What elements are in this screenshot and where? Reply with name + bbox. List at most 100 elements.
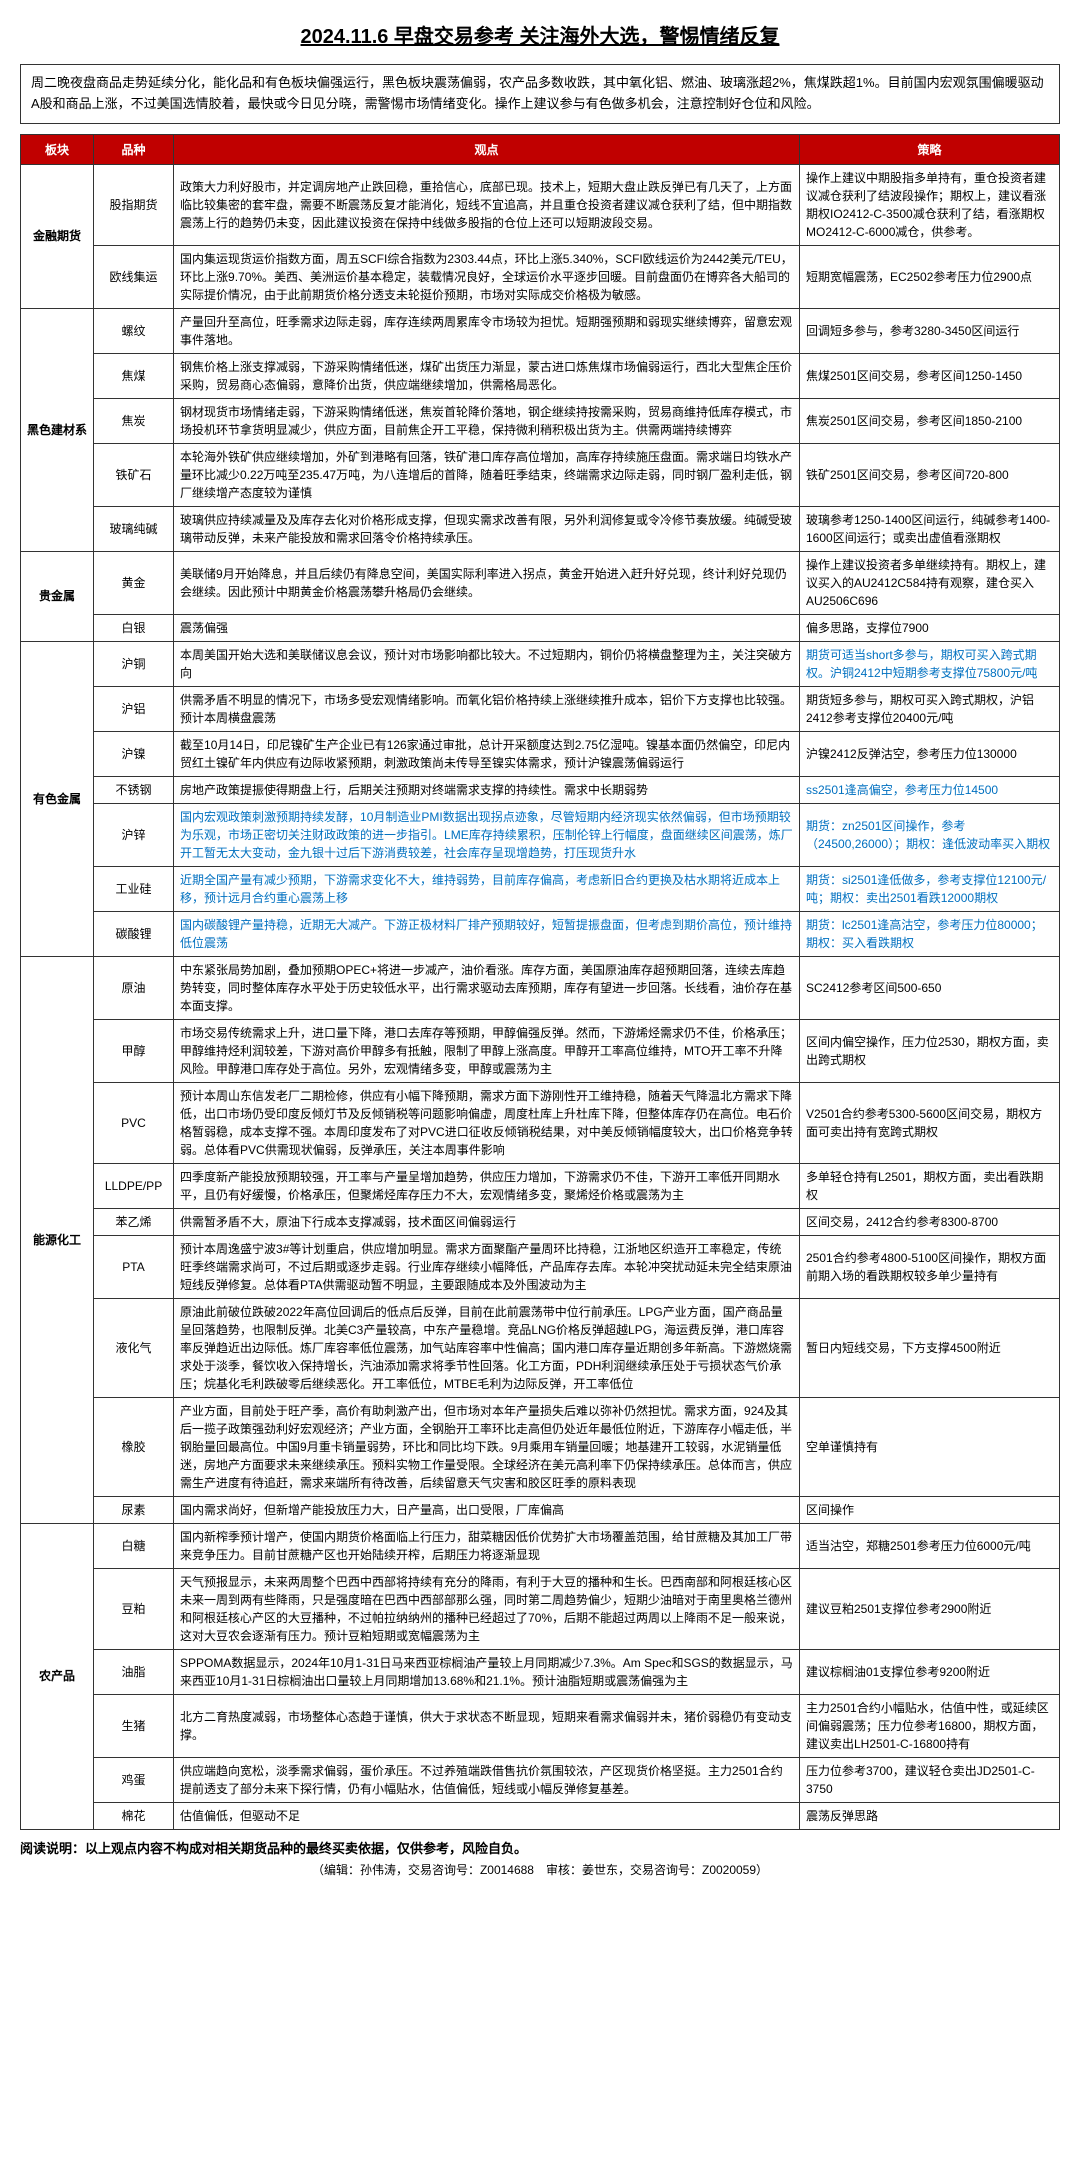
strategy-cell: ss2501逢高偏空，参考压力位14500 xyxy=(800,776,1060,803)
strategy-cell: 压力位参考3700，建议轻仓卖出JD2501-C-3750 xyxy=(800,1757,1060,1802)
strategy-cell: 震荡反弹思路 xyxy=(800,1802,1060,1829)
variety-cell: 豆粕 xyxy=(94,1568,174,1649)
variety-cell: 铁矿石 xyxy=(94,443,174,506)
strategy-cell: 焦煤2501区间交易，参考区间1250-1450 xyxy=(800,353,1060,398)
strategy-cell: 偏多思路，支撑位7900 xyxy=(800,614,1060,641)
strategy-cell: 沪镍2412反弹沽空，参考压力位130000 xyxy=(800,731,1060,776)
view-cell: 国内需求尚好，但新增产能投放压力大，日产量高，出口受限，厂库偏高 xyxy=(174,1496,800,1523)
variety-cell: 尿素 xyxy=(94,1496,174,1523)
variety-cell: 原油 xyxy=(94,956,174,1019)
strategy-cell: 铁矿2501区间交易，参考区间720-800 xyxy=(800,443,1060,506)
strategy-cell: 期货：si2501逢低做多，参考支撑位12100元/吨；期权：卖出2501看跌1… xyxy=(800,866,1060,911)
strategy-cell: 区间交易，2412合约参考8300-8700 xyxy=(800,1208,1060,1235)
strategy-cell: 暂日内短线交易，下方支撑4500附近 xyxy=(800,1298,1060,1397)
strategy-cell: V2501合约参考5300-5600区间交易，期权方面可卖出持有宽跨式期权 xyxy=(800,1082,1060,1163)
view-cell: 本周美国开始大选和美联储议息会议，预计对市场影响都比较大。不过短期内，铜价仍将横… xyxy=(174,641,800,686)
variety-cell: 工业硅 xyxy=(94,866,174,911)
variety-cell: 油脂 xyxy=(94,1649,174,1694)
view-cell: 政策大力利好股市，并定调房地产止跌回稳，重拾信心，底部已现。技术上，短期大盘止跌… xyxy=(174,164,800,245)
view-cell: 供需暂矛盾不大，原油下行成本支撑减弱，技术面区间偏弱运行 xyxy=(174,1208,800,1235)
variety-cell: 苯乙烯 xyxy=(94,1208,174,1235)
view-cell: 房地产政策提振使得期盘上行，后期关注预期对终端需求支撑的持续性。需求中长期弱势 xyxy=(174,776,800,803)
variety-cell: 甲醇 xyxy=(94,1019,174,1082)
variety-cell: 碳酸锂 xyxy=(94,911,174,956)
view-cell: 国内新榨季预计增产，使国内期货价格面临上行压力，甜菜糖因低价优势扩大市场覆盖范围… xyxy=(174,1523,800,1568)
page-title: 2024.11.6 早盘交易参考 关注海外大选，警惕情绪反复 xyxy=(20,20,1060,49)
category-cell: 黑色建材系 xyxy=(21,308,94,551)
variety-cell: 沪铝 xyxy=(94,686,174,731)
strategy-cell: 区间操作 xyxy=(800,1496,1060,1523)
main-table: 板块 品种 观点 策略 金融期货股指期货政策大力利好股市，并定调房地产止跌回稳，… xyxy=(20,134,1060,1830)
variety-cell: 橡胶 xyxy=(94,1397,174,1496)
view-cell: 供应端趋向宽松，淡季需求偏弱，蛋价承压。不过养殖端跌借售抗价氛围较浓，产区现货价… xyxy=(174,1757,800,1802)
view-cell: 本轮海外铁矿供应继续增加，外矿到港略有回落，铁矿港口库存高位增加，高库存持续施压… xyxy=(174,443,800,506)
variety-cell: 螺纹 xyxy=(94,308,174,353)
view-cell: 玻璃供应持续减量及及库存去化对价格形成支撑，但现实需求改善有限，另外利润修复或令… xyxy=(174,506,800,551)
strategy-cell: 期货：zn2501区间操作，参考（24500,26000）；期权：逢低波动率买入… xyxy=(800,803,1060,866)
view-cell: 钢材现货市场情绪走弱，下游采购情绪低迷，焦炭首轮降价落地，钢企继续持按需采购，贸… xyxy=(174,398,800,443)
view-cell: 北方二育热度减弱，市场整体心态趋于谨慎，供大于求状态不断显现，短期来看需求偏弱并… xyxy=(174,1694,800,1757)
strategy-cell: 建议棕榈油01支撑位参考9200附近 xyxy=(800,1649,1060,1694)
view-cell: 市场交易传统需求上升，进口量下降，港口去库存等预期，甲醇偏强反弹。然而，下游烯烃… xyxy=(174,1019,800,1082)
strategy-cell: 空单谨慎持有 xyxy=(800,1397,1060,1496)
view-cell: 产业方面，目前处于旺产季，高价有助刺激产出，但市场对本年产量损失后难以弥补仍然担… xyxy=(174,1397,800,1496)
strategy-cell: 主力2501合约小幅贴水，估值中性，或延续区间偏弱震荡；压力位参考16800，期… xyxy=(800,1694,1060,1757)
variety-cell: 白银 xyxy=(94,614,174,641)
strategy-cell: 适当沽空，郑糖2501参考压力位6000元/吨 xyxy=(800,1523,1060,1568)
variety-cell: 生猪 xyxy=(94,1694,174,1757)
view-cell: 四季度新产能投放预期较强，开工率与产量呈增加趋势，供应压力增加，下游需求仍不佳，… xyxy=(174,1163,800,1208)
view-cell: 预计本周山东信发老厂二期检修，供应有小幅下降预期，需求方面下游刚性开工维持稳，随… xyxy=(174,1082,800,1163)
strategy-cell: 多单轻仓持有L2501，期权方面，卖出看跌期权 xyxy=(800,1163,1060,1208)
intro-text: 周二晚夜盘商品走势延续分化，能化品和有色板块偏强运行，黑色板块震荡偏弱，农产品多… xyxy=(20,64,1060,124)
strategy-cell: 2501合约参考4800-5100区间操作，期权方面前期入场的看跌期权较多单少量… xyxy=(800,1235,1060,1298)
view-cell: SPPOMA数据显示，2024年10月1-31日马来西亚棕榈油产量较上月同期减少… xyxy=(174,1649,800,1694)
strategy-cell: 焦炭2501区间交易，参考区间1850-2100 xyxy=(800,398,1060,443)
header-category: 板块 xyxy=(21,134,94,164)
category-cell: 能源化工 xyxy=(21,956,94,1523)
view-cell: 国内宏观政策刺激预期持续发酵，10月制造业PMI数据出现拐点迹象，尽管短期内经济… xyxy=(174,803,800,866)
view-cell: 国内碳酸锂产量持稳，近期无大减产。下游正极材料厂排产预期较好，短暂提振盘面，但考… xyxy=(174,911,800,956)
view-cell: 钢焦价格上涨支撑减弱，下游采购情绪低迷，煤矿出货压力渐显，蒙古进口炼焦煤市场偏弱… xyxy=(174,353,800,398)
variety-cell: 沪铜 xyxy=(94,641,174,686)
view-cell: 近期全国产量有减少预期，下游需求变化不大，维持弱势，目前库存偏高，考虑新旧合约更… xyxy=(174,866,800,911)
variety-cell: 沪镍 xyxy=(94,731,174,776)
variety-cell: 焦煤 xyxy=(94,353,174,398)
strategy-cell: 玻璃参考1250-1400区间运行，纯碱参考1400-1600区间运行；或卖出虚… xyxy=(800,506,1060,551)
variety-cell: 白糖 xyxy=(94,1523,174,1568)
category-cell: 有色金属 xyxy=(21,641,94,956)
view-cell: 中东紧张局势加剧，叠加预期OPEC+将进一步减产，油价看涨。库存方面，美国原油库… xyxy=(174,956,800,1019)
variety-cell: 棉花 xyxy=(94,1802,174,1829)
variety-cell: 股指期货 xyxy=(94,164,174,245)
view-cell: 震荡偏强 xyxy=(174,614,800,641)
variety-cell: PTA xyxy=(94,1235,174,1298)
strategy-cell: 期货可适当short多参与，期权可买入跨式期权。沪铜2412中短期参考支撑位75… xyxy=(800,641,1060,686)
strategy-cell: 操作上建议投资者多单继续持有。期权上，建议买入的AU2412C584持有观察，建… xyxy=(800,551,1060,614)
category-cell: 农产品 xyxy=(21,1523,94,1829)
view-cell: 产量回升至高位，旺季需求边际走弱，库存连续两周累库令市场较为担忧。短期强预期和弱… xyxy=(174,308,800,353)
strategy-cell: 区间内偏空操作，压力位2530，期权方面，卖出跨式期权 xyxy=(800,1019,1060,1082)
strategy-cell: 建议豆粕2501支撑位参考2900附近 xyxy=(800,1568,1060,1649)
variety-cell: 液化气 xyxy=(94,1298,174,1397)
view-cell: 截至10月14日，印尼镍矿生产企业已有126家通过审批，总计开采额度达到2.75… xyxy=(174,731,800,776)
view-cell: 预计本周逸盛宁波3#等计划重启，供应增加明显。需求方面聚酯产量周环比持稳，江浙地… xyxy=(174,1235,800,1298)
view-cell: 原油此前破位跌破2022年高位回调后的低点后反弹，目前在此前震荡带中位行前承压。… xyxy=(174,1298,800,1397)
category-cell: 贵金属 xyxy=(21,551,94,641)
variety-cell: 不锈钢 xyxy=(94,776,174,803)
footer-credit: （编辑：孙伟涛，交易咨询号：Z0014688 审核：姜世东，交易咨询号：Z002… xyxy=(20,1861,1060,1878)
view-cell: 国内集运现货运价指数方面，周五SCFI综合指数为2303.44点，环比上涨5.3… xyxy=(174,245,800,308)
strategy-cell: 短期宽幅震荡，EC2502参考压力位2900点 xyxy=(800,245,1060,308)
variety-cell: 黄金 xyxy=(94,551,174,614)
footer-note: 阅读说明：以上观点内容不构成对相关期货品种的最终买卖依据，仅供参考，风险自负。 xyxy=(20,1838,1060,1857)
strategy-cell: SC2412参考区间500-650 xyxy=(800,956,1060,1019)
strategy-cell: 回调短多参与，参考3280-3450区间运行 xyxy=(800,308,1060,353)
variety-cell: 玻璃纯碱 xyxy=(94,506,174,551)
view-cell: 估值偏低，但驱动不足 xyxy=(174,1802,800,1829)
view-cell: 供需矛盾不明显的情况下，市场多受宏观情绪影响。而氧化铝价格持续上涨继续推升成本，… xyxy=(174,686,800,731)
strategy-cell: 期货短多参与，期权可买入跨式期权，沪铝2412参考支撑位20400元/吨 xyxy=(800,686,1060,731)
variety-cell: 焦炭 xyxy=(94,398,174,443)
category-cell: 金融期货 xyxy=(21,164,94,308)
variety-cell: 欧线集运 xyxy=(94,245,174,308)
variety-cell: PVC xyxy=(94,1082,174,1163)
strategy-cell: 操作上建议中期股指多单持有，重仓投资者建议减仓获利了结波段操作；期权上，建议看涨… xyxy=(800,164,1060,245)
header-strategy: 策略 xyxy=(800,134,1060,164)
